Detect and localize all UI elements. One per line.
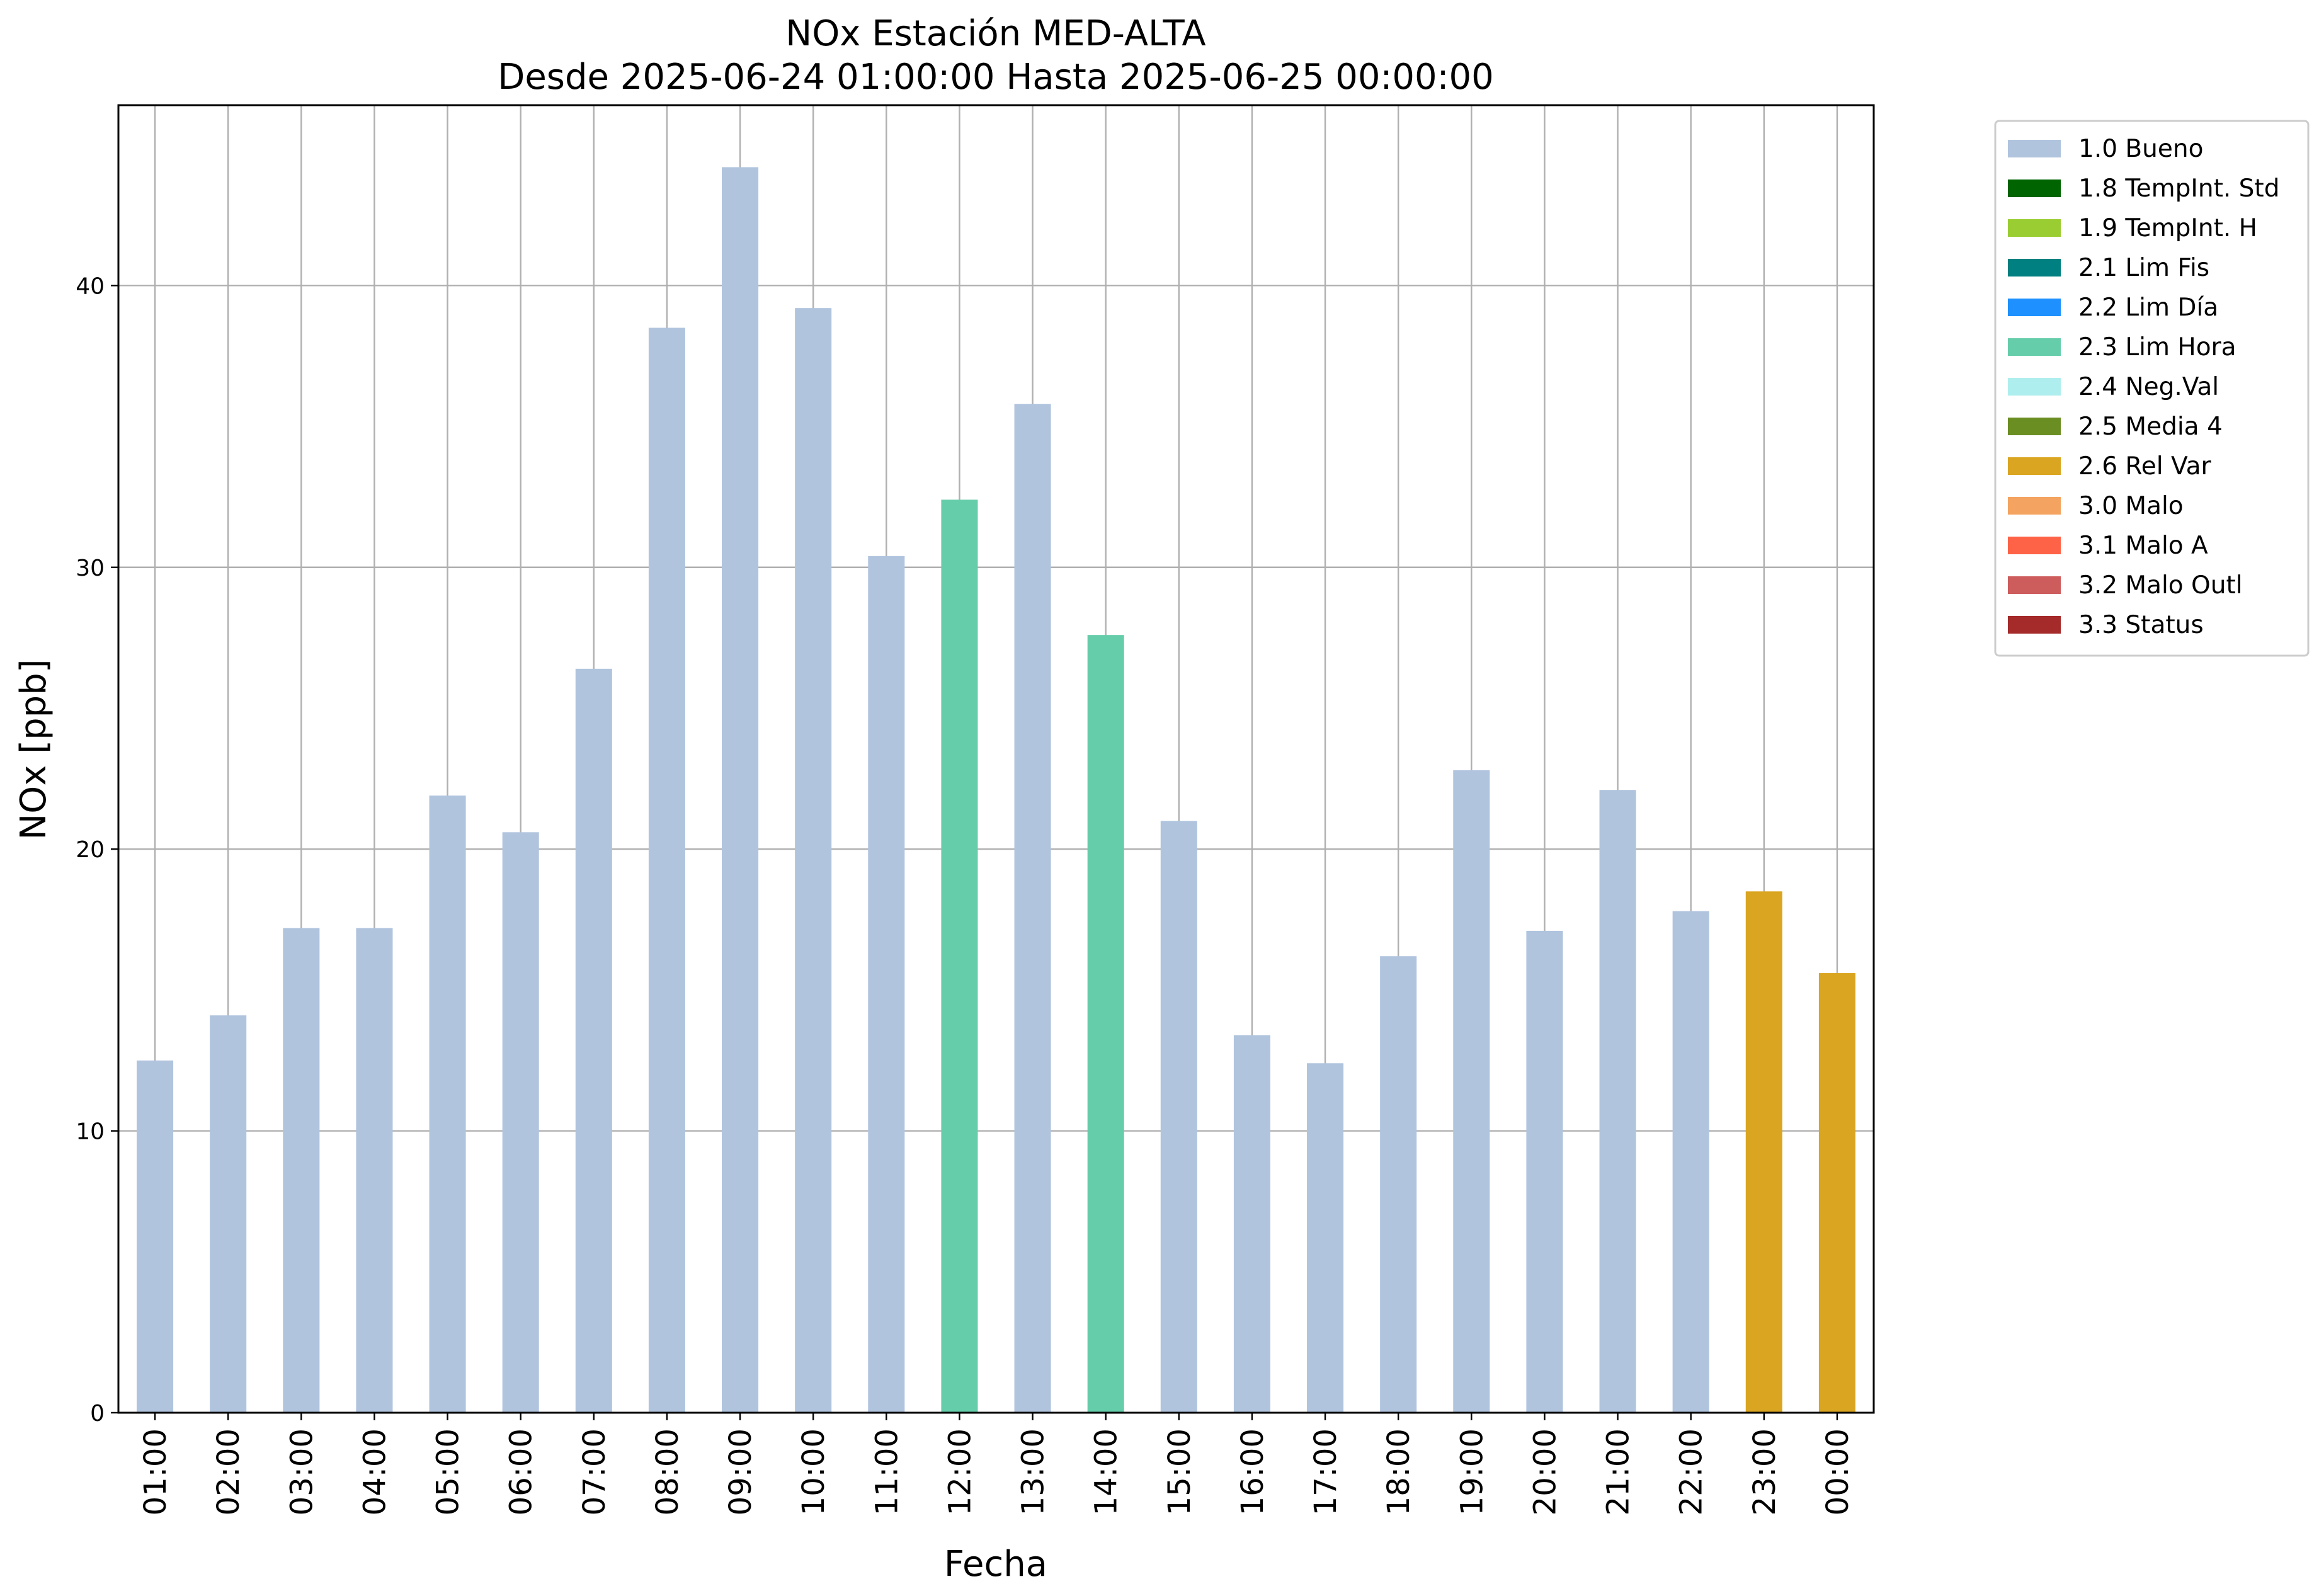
bar-0200 xyxy=(210,1015,247,1413)
legend-swatch xyxy=(2008,616,2061,634)
x-tick-label: 14:00 xyxy=(1089,1428,1124,1515)
x-tick-label: 17:00 xyxy=(1308,1428,1343,1515)
bar-1300 xyxy=(1014,404,1051,1413)
bar-0100 xyxy=(137,1060,174,1413)
legend-label: 2.3 Lim Hora xyxy=(2078,333,2236,362)
legend-swatch xyxy=(2008,219,2061,237)
chart-subtitle: Desde 2025-06-24 01:00:00 Hasta 2025-06-… xyxy=(498,57,1494,98)
x-tick-label: 09:00 xyxy=(723,1428,758,1515)
legend-swatch xyxy=(2008,299,2061,316)
x-tick-label: 06:00 xyxy=(504,1428,539,1515)
x-tick-label: 15:00 xyxy=(1162,1428,1197,1515)
x-axis-ticks: 01:00 02:00 03:00 04:00 05:00 06:00 07:00 08:00… xyxy=(138,1413,1855,1515)
bar-1200 xyxy=(941,499,978,1413)
legend-swatch xyxy=(2008,338,2061,356)
bar-0600 xyxy=(502,832,539,1413)
x-tick-label: 20:00 xyxy=(1527,1428,1563,1515)
y-tick-label: 30 xyxy=(76,556,105,581)
legend-label: 1.0 Bueno xyxy=(2078,135,2203,163)
x-tick-label: 00:00 xyxy=(1820,1428,1855,1515)
bar-1900 xyxy=(1453,770,1490,1413)
legend-swatch xyxy=(2008,497,2061,515)
x-tick-label: 04:00 xyxy=(357,1428,392,1515)
bar-1000 xyxy=(795,308,832,1413)
bar-1100 xyxy=(868,556,905,1413)
bar-1500 xyxy=(1160,821,1197,1413)
legend-label: 3.0 Malo xyxy=(2078,492,2184,520)
plot-frame xyxy=(117,104,1875,1414)
legend-swatch xyxy=(2008,537,2061,554)
legend-box xyxy=(1994,120,2310,657)
x-tick-label: 22:00 xyxy=(1674,1428,1709,1515)
legend-swatch xyxy=(2008,576,2061,594)
legend-swatch xyxy=(2008,418,2061,435)
y-tick-label: 0 xyxy=(90,1401,105,1427)
bar-2200 xyxy=(1672,911,1709,1413)
x-tick-label: 01:00 xyxy=(138,1428,173,1515)
x-tick-label: 12:00 xyxy=(942,1428,977,1515)
y-axis-label: NOx [ppb] xyxy=(13,659,54,840)
bar-0500 xyxy=(429,795,466,1413)
legend-label: 3.3 Status xyxy=(2078,611,2204,639)
x-tick-label: 03:00 xyxy=(284,1428,319,1515)
bar-0400 xyxy=(356,928,393,1413)
x-tick-label: 11:00 xyxy=(869,1428,904,1515)
x-tick-label: 10:00 xyxy=(796,1428,831,1515)
chart-title: NOx Estación MED-ALTA xyxy=(785,13,1205,54)
legend-label: 3.2 Malo Outl xyxy=(2078,571,2243,600)
legend-label: 2.2 Lim Día xyxy=(2078,294,2218,322)
bar-1700 xyxy=(1307,1063,1344,1413)
bar-1600 xyxy=(1233,1035,1270,1413)
bar-2000 xyxy=(1526,930,1563,1413)
legend-label: 2.1 Lim Fis xyxy=(2078,254,2209,282)
bar-2100 xyxy=(1599,790,1636,1413)
bar-0000 xyxy=(1818,973,1855,1413)
bar-1800 xyxy=(1380,956,1417,1413)
legend-swatch xyxy=(2008,140,2061,157)
x-tick-label: 23:00 xyxy=(1747,1428,1782,1515)
x-tick-label: 18:00 xyxy=(1381,1428,1416,1515)
bar-1400 xyxy=(1087,635,1124,1413)
x-tick-label: 19:00 xyxy=(1454,1428,1490,1515)
legend-swatch xyxy=(2008,457,2061,475)
x-tick-label: 07:00 xyxy=(577,1428,612,1515)
y-axis-ticks: 0 10 20 30 40 xyxy=(76,273,118,1427)
legend-label: 3.1 Malo A xyxy=(2078,532,2208,560)
legend-label: 1.9 TempInt. H xyxy=(2078,214,2257,242)
y-tick-label: 10 xyxy=(76,1119,105,1145)
x-tick-label: 08:00 xyxy=(650,1428,685,1515)
bars xyxy=(137,167,1855,1413)
bar-0900 xyxy=(722,167,759,1413)
legend-label: 2.5 Media 4 xyxy=(2078,413,2223,441)
bar-2300 xyxy=(1745,891,1782,1413)
y-tick-label: 40 xyxy=(76,273,105,299)
legend-swatch xyxy=(2008,180,2061,197)
bar-0300 xyxy=(283,928,320,1413)
y-tick-label: 20 xyxy=(76,837,105,863)
legend-swatch xyxy=(2008,378,2061,396)
x-tick-label: 21:00 xyxy=(1601,1428,1636,1515)
legend-label: 1.8 TempInt. Std xyxy=(2078,174,2279,203)
x-tick-label: 05:00 xyxy=(431,1428,466,1515)
legend-label: 2.4 Neg.Val xyxy=(2078,373,2219,401)
x-tick-label: 02:00 xyxy=(211,1428,246,1515)
bar-0800 xyxy=(648,328,685,1413)
legend: 1.0 Bueno 1.8 TempInt. Std 1.9 TempInt. H 2… xyxy=(1994,120,2310,657)
legend-swatch xyxy=(2008,259,2061,276)
bar-0700 xyxy=(575,668,612,1413)
x-tick-label: 13:00 xyxy=(1016,1428,1051,1515)
legend-label: 2.6 Rel Var xyxy=(2078,452,2212,481)
x-axis-label: Fecha xyxy=(944,1544,1047,1585)
x-tick-label: 16:00 xyxy=(1235,1428,1270,1515)
